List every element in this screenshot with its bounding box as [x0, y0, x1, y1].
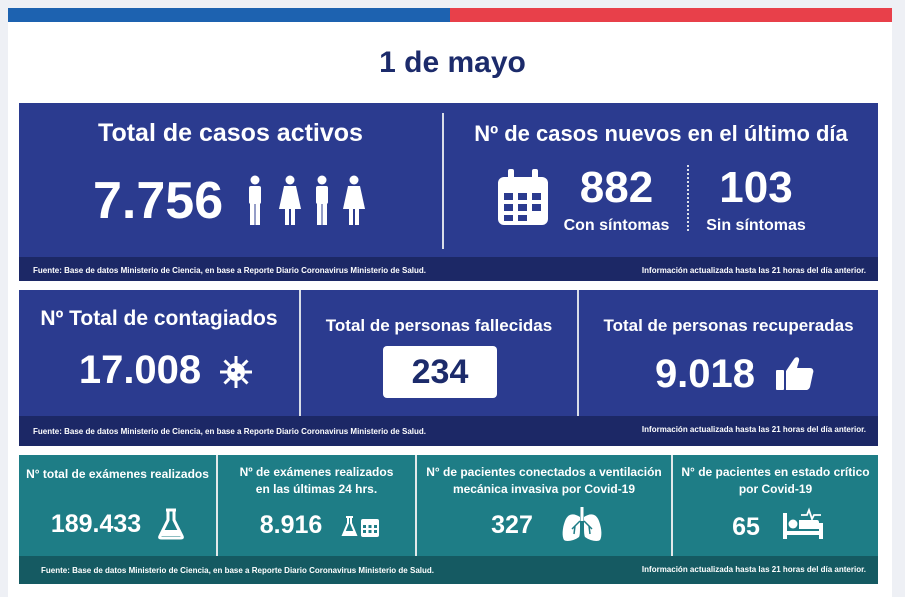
hospital-bed-icon	[783, 507, 823, 539]
row1-panel: Total de casos activos 7.756 Nº de casos…	[19, 103, 878, 281]
critical-value: 65	[732, 513, 760, 541]
active-cases-title: Total de casos activos	[98, 119, 363, 147]
deaths-box	[383, 346, 497, 398]
recovered-value: 9.018	[654, 352, 756, 396]
with-symptoms-value: 882	[579, 163, 654, 212]
new-cases-title: Nº de casos nuevos en el último día	[474, 121, 848, 146]
thumbs-up-icon	[776, 357, 814, 390]
total-infected-title: Nº Total de contagiados	[40, 307, 278, 330]
row3-source: Fuente: Base de datos Ministerio de Cien…	[41, 566, 434, 575]
critical-title-1: N° de pacientes en estado crítico	[681, 465, 870, 479]
row2-footer: Fuente: Base de datos Ministerio de Cien…	[19, 416, 878, 446]
flask-calendar-icon	[341, 516, 379, 537]
deaths-title: Total de personas fallecidas	[325, 316, 553, 335]
row1-update: Información actualizada hasta las 21 hor…	[641, 266, 866, 275]
exams-24h-value: 8.916	[259, 511, 323, 539]
lungs-icon	[562, 507, 602, 541]
exams-total-title: N° total de exámenes realizados	[26, 467, 209, 481]
calendar-icon	[498, 169, 548, 225]
ventilation-title-2: mecánica invasiva por Covid-19	[452, 482, 636, 496]
row2-source: Fuente: Base de datos Ministerio de Cien…	[33, 427, 426, 436]
people-icon	[249, 175, 365, 225]
with-symptoms-label: Con síntomas	[563, 217, 670, 234]
critical-title-2: por Covid-19	[738, 482, 813, 496]
without-symptoms-value: 103	[719, 163, 793, 212]
flask-icon	[158, 508, 184, 540]
total-infected-value: 17.008	[78, 348, 202, 392]
row2-update: Información actualizada hasta las 21 hor…	[641, 425, 866, 434]
row3-panel: N° total de exámenes realizados 189.433 …	[19, 455, 878, 584]
exams-24h-title-2: en las últimas 24 hrs.	[255, 482, 378, 496]
exams-total-value: 189.433	[50, 510, 142, 538]
deaths-value: 234	[411, 353, 469, 391]
without-symptoms-label: Sin síntomas	[706, 217, 806, 234]
page-title: 1 de mayo	[379, 46, 526, 79]
exams-24h-title-1: Nº de exámenes realizados	[239, 465, 394, 479]
row2-panel: Nº Total de contagiados 17.008 Total de …	[19, 290, 878, 446]
ventilation-title-1: N° de pacientes conectados a ventilación	[426, 465, 662, 479]
row3-footer: Fuente: Base de datos Ministerio de Cien…	[19, 556, 878, 584]
recovered-title: Total de personas recuperadas	[603, 316, 854, 335]
row1-source: Fuente: Base de datos Ministerio de Cien…	[33, 266, 426, 275]
flag-bar	[8, 8, 892, 22]
active-cases-value: 7.756	[93, 172, 224, 230]
virus-icon	[220, 356, 252, 388]
row3-update: Información actualizada hasta las 21 hor…	[641, 565, 866, 574]
row1-footer: Fuente: Base de datos Ministerio de Cien…	[19, 257, 878, 281]
ventilation-value: 327	[491, 511, 533, 539]
